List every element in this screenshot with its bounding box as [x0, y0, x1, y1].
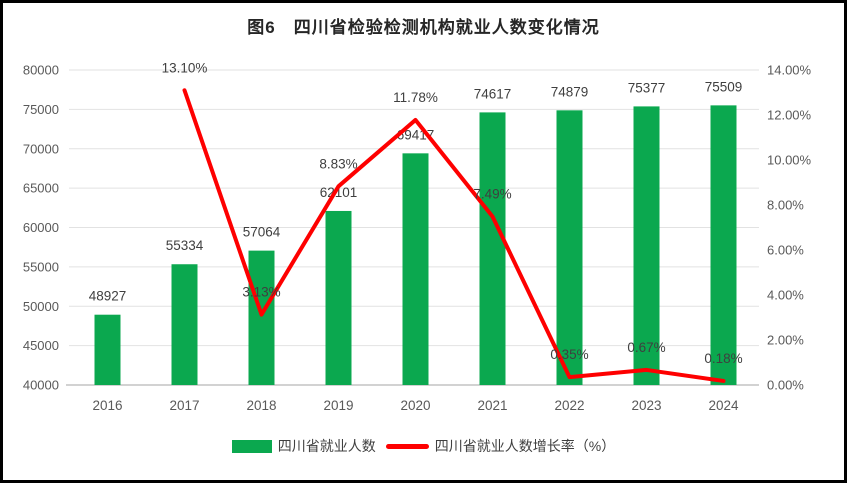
x-axis-label: 2020	[400, 398, 430, 413]
right-axis-tick: 2.00%	[767, 333, 804, 348]
line-data-label: 3.13%	[242, 285, 280, 300]
x-axis-label: 2024	[708, 398, 739, 413]
right-axis-tick: 12.00%	[767, 108, 812, 123]
bar-2017	[171, 264, 198, 385]
x-axis-label: 2019	[323, 398, 353, 413]
left-axis-tick: 45000	[23, 338, 59, 353]
left-axis-tick: 55000	[23, 259, 59, 274]
bar-data-label: 48927	[89, 289, 127, 304]
x-axis-label: 2022	[554, 398, 584, 413]
bar-2020	[402, 153, 429, 385]
line-series-swatch-icon	[385, 443, 429, 449]
bar-data-label: 62101	[320, 185, 358, 200]
legend-label-employment: 四川省就业人数	[277, 438, 376, 454]
x-axis-label: 2016	[92, 398, 122, 413]
bar-data-label: 55334	[166, 238, 204, 253]
left-axis-tick: 60000	[23, 220, 59, 235]
growth-rate-line	[182, 88, 726, 383]
right-axis-tick: 0.00%	[767, 378, 804, 393]
x-axis-label: 2018	[246, 398, 276, 413]
left-axis-tick: 65000	[23, 181, 59, 196]
x-axis-label: 2021	[477, 398, 507, 413]
right-axis-tick: 8.00%	[767, 198, 804, 213]
line-data-label: 0.18%	[704, 351, 742, 366]
bar-2023	[633, 106, 660, 385]
line-data-label: 0.35%	[550, 347, 588, 362]
legend-label-growth-rate: 四川省就业人数增长率（%）	[434, 438, 616, 454]
right-axis-tick: 14.00%	[767, 63, 812, 78]
chart-title: 图6 四川省检验检测机构就业人数变化情况	[247, 18, 600, 37]
bar-data-label: 75509	[705, 79, 743, 94]
bar-2022	[556, 110, 583, 385]
right-axis-tick: 4.00%	[767, 288, 804, 303]
left-axis-tick: 80000	[23, 63, 59, 78]
line-data-label: 11.78%	[393, 90, 438, 105]
bar-series-swatch-icon	[231, 439, 272, 453]
bar-2018	[248, 250, 275, 385]
line-data-label: 0.67%	[627, 340, 665, 355]
bar-2016	[94, 314, 121, 385]
right-axis-tick: 10.00%	[767, 153, 812, 168]
bar-data-label: 57064	[243, 225, 281, 240]
bar-data-label: 75377	[628, 80, 666, 95]
bar-data-label: 74879	[551, 84, 589, 99]
right-axis-tick: 6.00%	[767, 243, 804, 258]
x-axis-label: 2017	[169, 398, 199, 413]
line-data-label: 8.83%	[319, 156, 357, 171]
x-axis-label: 2023	[631, 398, 661, 413]
bar-2021	[479, 112, 506, 386]
left-axis-tick: 75000	[23, 102, 59, 117]
line-data-label: 7.49%	[473, 186, 511, 201]
left-axis-tick: 50000	[23, 299, 59, 314]
bar-data-label: 74617	[474, 86, 512, 101]
bar-2019	[325, 210, 352, 385]
left-axis-tick: 40000	[23, 378, 59, 393]
left-axis-tick: 70000	[23, 141, 59, 156]
line-data-label: 13.10%	[162, 60, 208, 75]
bar-2024	[710, 105, 737, 385]
legend: 四川省就业人数 四川省就业人数增长率（%）	[3, 436, 844, 456]
